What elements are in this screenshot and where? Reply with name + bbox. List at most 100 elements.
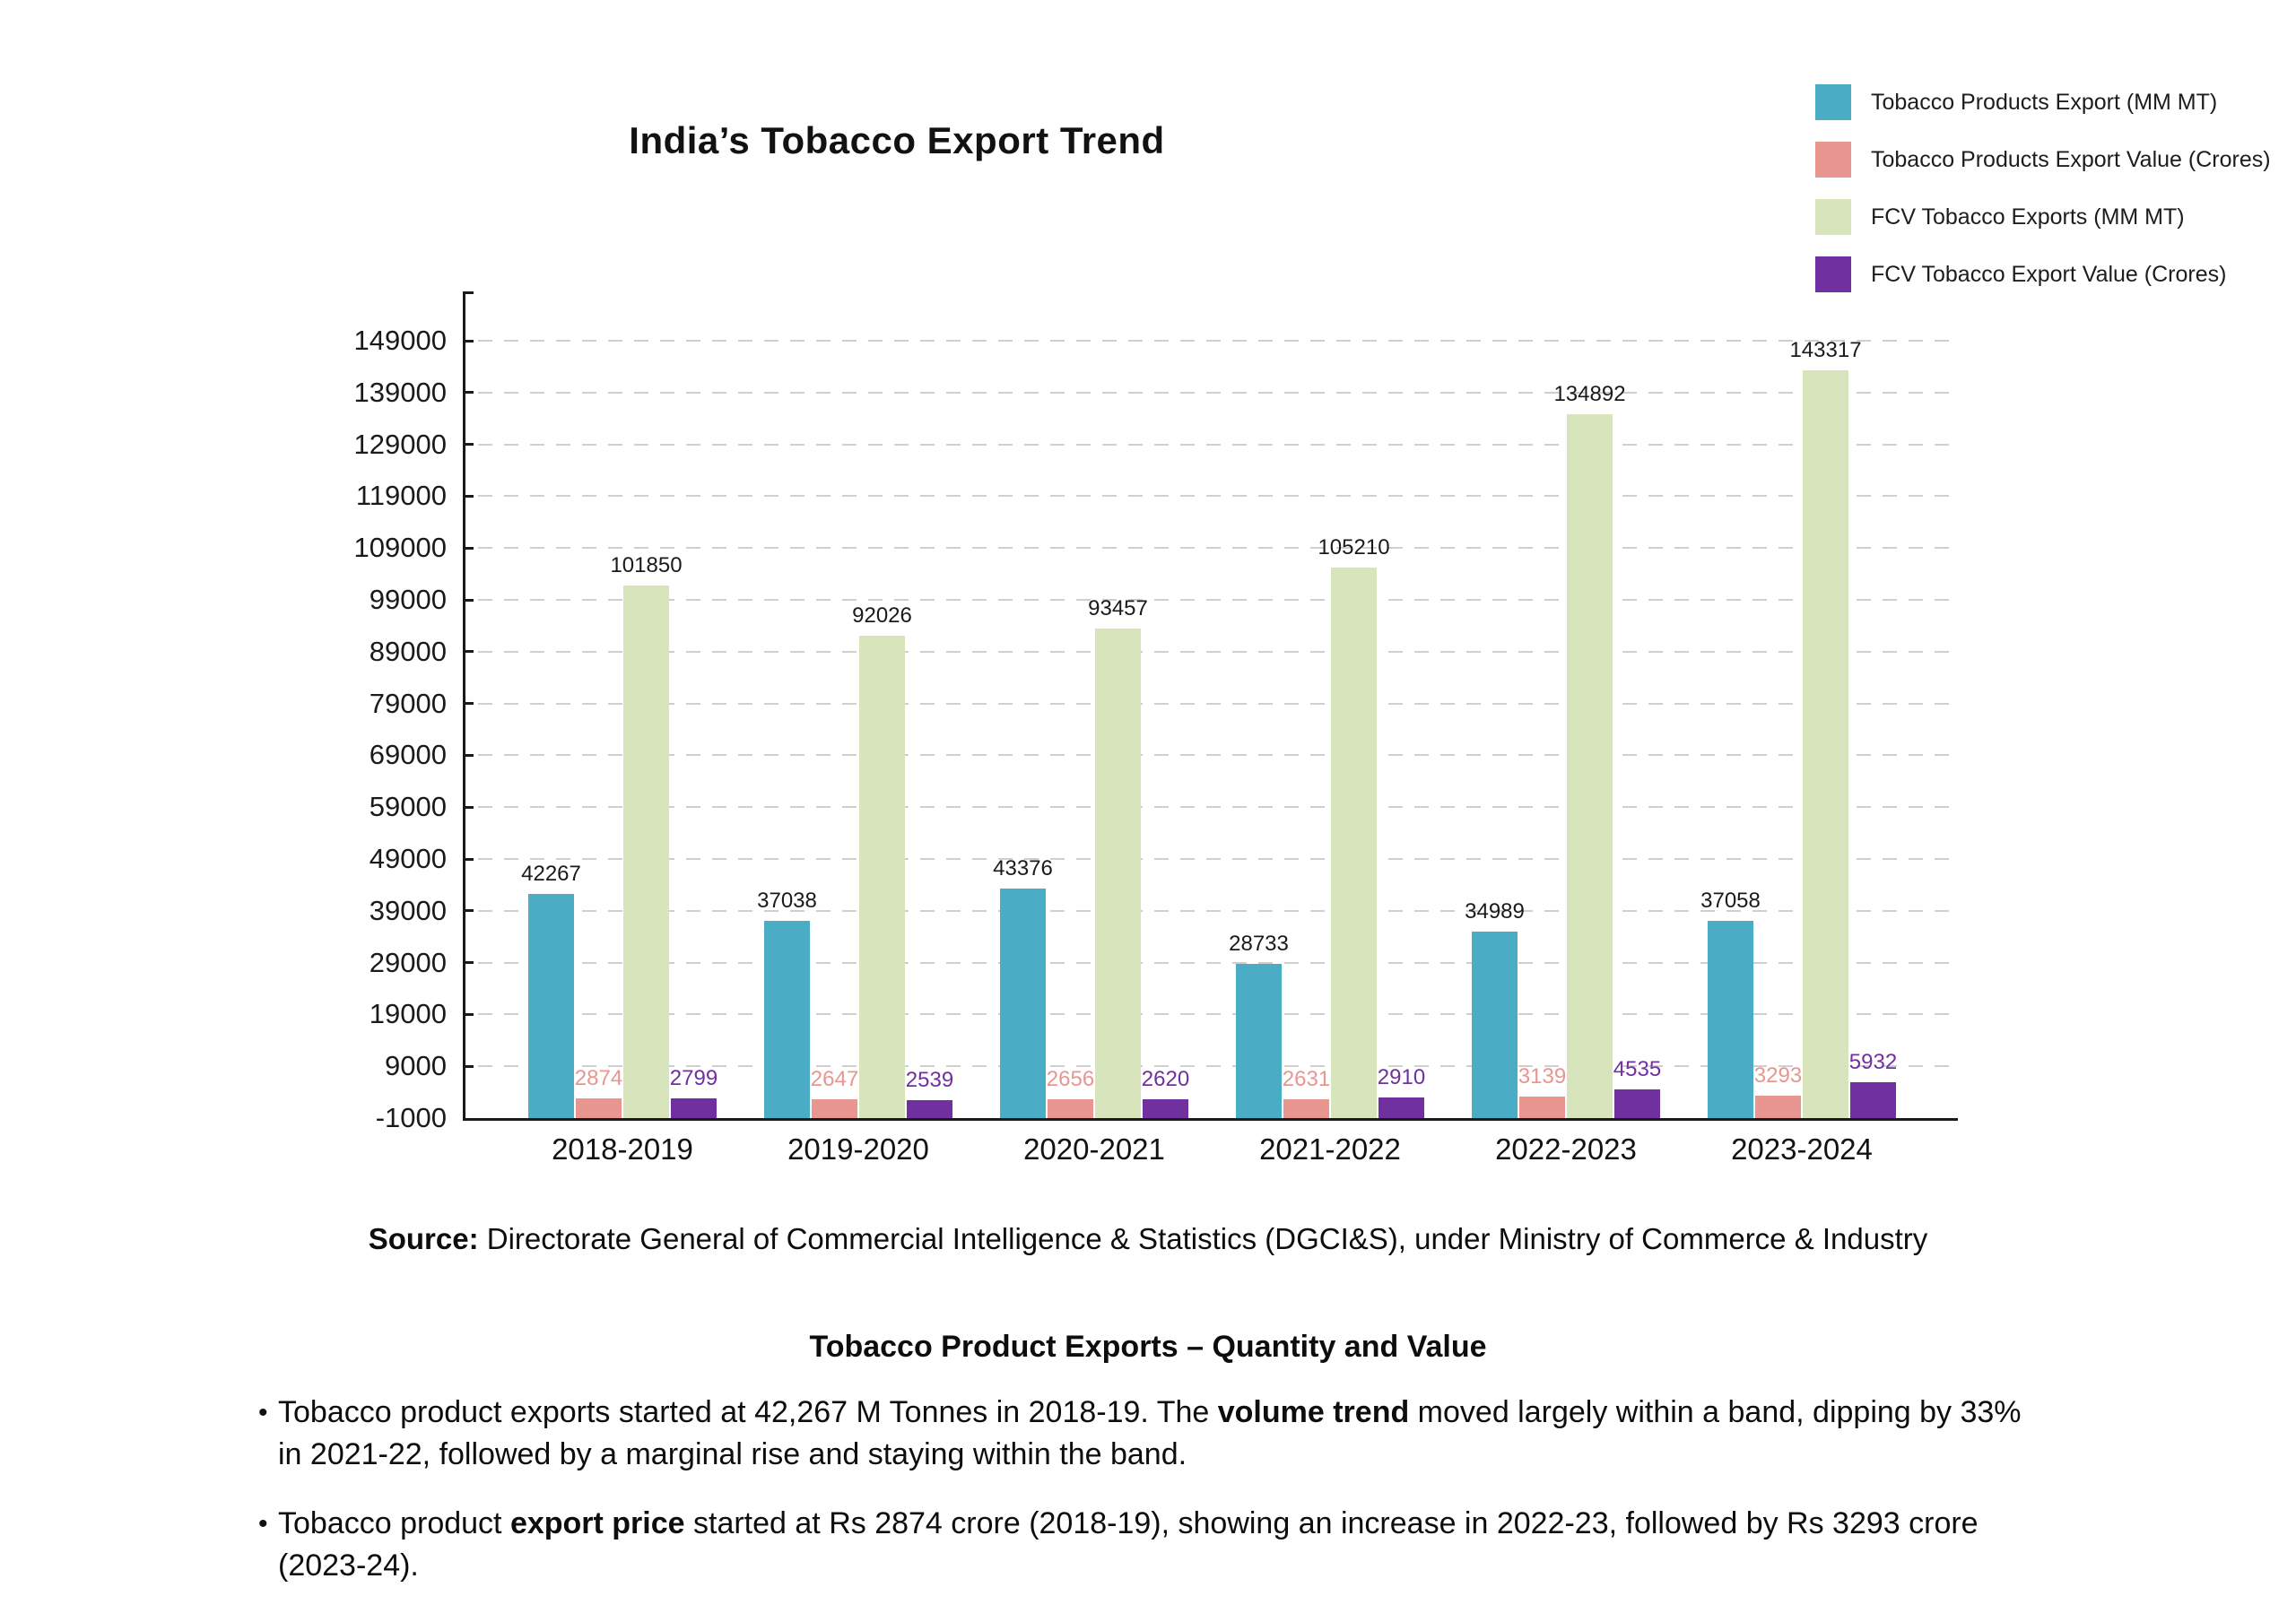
y-axis-label: 9000 (385, 1050, 447, 1082)
y-axis-label: 69000 (369, 739, 447, 771)
bar-value-label: 101850 (610, 552, 683, 577)
x-axis-label: 2018-2019 (552, 1132, 693, 1166)
bar-value-label: 28733 (1229, 932, 1289, 957)
notes-heading: Tobacco Product Exports – Quantity and V… (809, 1330, 1487, 1364)
legend-label: FCV Tobacco Exports (MM MT) (1871, 204, 2185, 230)
bar-value-label: 105210 (1318, 535, 1390, 560)
bar (576, 1097, 622, 1118)
bar (1708, 921, 1753, 1118)
x-axis-label: 2021-2022 (1259, 1132, 1401, 1166)
bar (764, 921, 810, 1118)
x-axis-label: 2022-2023 (1495, 1132, 1637, 1166)
bar-value-label: 5932 (1848, 1049, 1898, 1074)
bullet-plain-text: moved largely within a band, dipping by … (278, 1395, 2022, 1471)
bar-group: 34989 3139 134892 4535 2022-2023 (1465, 291, 1661, 1166)
bar (1331, 568, 1377, 1118)
y-axis-tick (465, 391, 474, 395)
bullet-text: Tobacco product export price started at … (278, 1503, 2043, 1587)
bar (907, 1099, 952, 1118)
y-axis-label: 149000 (353, 325, 447, 356)
bar-slot: 42267 (521, 862, 581, 1118)
source-text: Directorate General of Commercial Intell… (478, 1222, 1928, 1255)
gridline (478, 909, 1958, 912)
legend-label: FCV Tobacco Export Value (Crores) (1871, 261, 2227, 287)
bar (1000, 888, 1046, 1118)
gridline (478, 806, 1958, 809)
legend-label: Tobacco Products Export Value (Crores) (1871, 146, 2271, 172)
bar-value-label: 4535 (1613, 1057, 1662, 1082)
bar-value-label: 2874 (574, 1065, 623, 1090)
bar-group: 43376 2656 93457 2620 2020-2021 (993, 291, 1189, 1166)
gridline (478, 547, 1958, 550)
bar (1755, 1096, 1801, 1118)
y-axis-label: 29000 (369, 946, 447, 978)
bar (1803, 369, 1848, 1118)
source-line: Source: Directorate General of Commercia… (0, 1222, 2296, 1256)
bullet-text: Tobacco product exports started at 42,26… (278, 1392, 2043, 1476)
bar-slot: 93457 (1088, 596, 1148, 1118)
bullet-dot: • (258, 1509, 268, 1539)
y-axis-tick (465, 909, 474, 913)
y-axis-tick (465, 598, 474, 602)
bar-group: 28733 2631 105210 2910 2021-2022 (1229, 291, 1425, 1166)
gridline (478, 391, 1958, 394)
bar-slot: 2539 (906, 1068, 953, 1118)
y-axis-label: 99000 (369, 584, 447, 615)
y-axis-label: 119000 (355, 480, 447, 512)
bar-value-label: 43376 (993, 855, 1053, 880)
y-axis-tick (465, 494, 474, 498)
y-axis-label: -1000 (375, 1102, 447, 1133)
bar-group: 37058 3293 143317 5932 2023-2024 (1700, 291, 1898, 1166)
bar-slot: 3293 (1754, 1063, 1802, 1118)
bar (1567, 413, 1613, 1118)
gridline (478, 1065, 1958, 1068)
bar-slot: 2656 (1047, 1067, 1094, 1118)
bullet-bold-text: export price (509, 1506, 685, 1540)
bar-value-label: 143317 (1789, 337, 1862, 362)
bar (528, 893, 574, 1118)
y-axis-tick (465, 857, 474, 861)
bar-slot: 101850 (610, 553, 683, 1118)
bar-value-label: 2656 (1046, 1066, 1095, 1091)
y-axis-label: 89000 (369, 635, 447, 667)
gridline (478, 754, 1958, 757)
x-axis-label: 2020-2021 (1023, 1132, 1165, 1166)
legend-item: FCV Tobacco Export Value (Crores) (1815, 256, 2271, 292)
bar-group: 42267 2874 101850 2799 2018-2019 (521, 291, 718, 1166)
bar-slot: 2874 (575, 1066, 622, 1118)
bar-value-label: 2647 (810, 1066, 859, 1091)
bar-slot: 105210 (1318, 535, 1390, 1118)
legend-swatch (1815, 84, 1851, 120)
bar-slot: 4535 (1613, 1057, 1661, 1118)
legend-item: FCV Tobacco Exports (MM MT) (1815, 199, 2271, 235)
y-axis-tick (465, 753, 474, 757)
y-axis-tick (465, 1064, 474, 1068)
bar-slot: 34989 (1465, 899, 1525, 1118)
bar-value-label: 37038 (757, 889, 817, 914)
bar-slot: 134892 (1553, 382, 1626, 1118)
gridline (478, 858, 1958, 860)
bar-slot: 37038 (757, 889, 817, 1118)
y-axis-tick (465, 546, 474, 550)
bar-value-label: 34989 (1465, 898, 1525, 924)
y-axis-tick (465, 339, 474, 343)
legend-swatch (1815, 142, 1851, 178)
gridline (478, 340, 1958, 342)
bar-slot: 28733 (1229, 932, 1289, 1118)
gridline (478, 1013, 1958, 1016)
gridline (478, 599, 1958, 601)
bar (1472, 931, 1518, 1118)
gridline (478, 495, 1958, 498)
bar-value-label: 3139 (1518, 1064, 1567, 1089)
bar (1378, 1097, 1424, 1118)
chart-title: India’s Tobacco Export Trend (629, 119, 1165, 161)
y-axis-label: 39000 (369, 894, 447, 926)
plot-area: 42267 2874 101850 2799 2018-2019 37038 2647 920… (463, 291, 1958, 1166)
bar-slot: 2620 (1142, 1067, 1189, 1118)
bar-slot: 2910 (1378, 1065, 1425, 1118)
y-axis-tick (465, 805, 474, 809)
bar-value-label: 42267 (521, 861, 581, 886)
y-axis-label: 109000 (353, 532, 447, 564)
bar-value-label: 93457 (1088, 596, 1148, 621)
y-axis-tick (465, 702, 474, 706)
